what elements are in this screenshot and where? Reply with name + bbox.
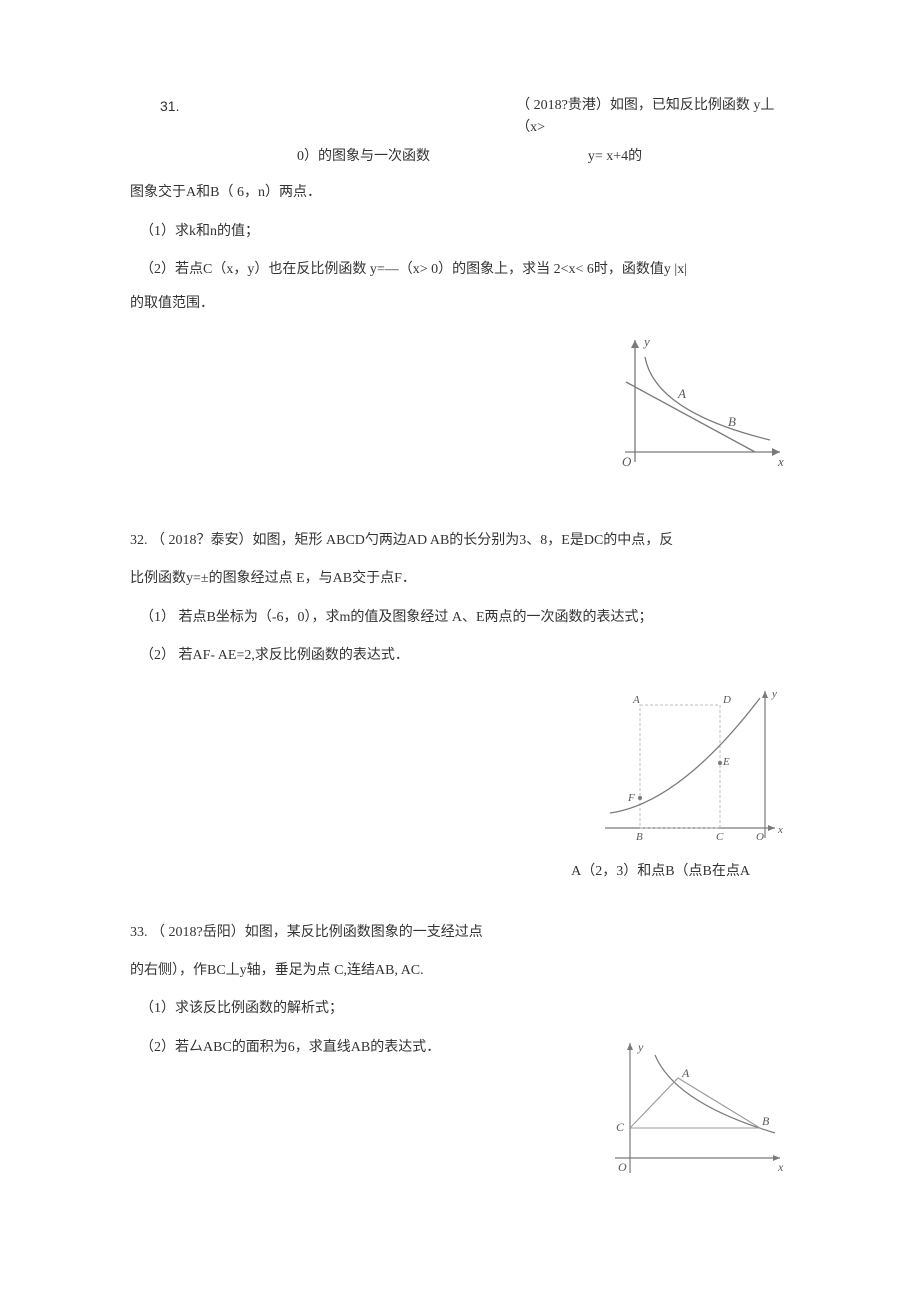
point-B-label: B: [728, 414, 736, 429]
q31-right-top: （ 2018?贵港）如图，已知反比例函数 y丄（x>: [516, 95, 790, 140]
label-B: B: [762, 1114, 770, 1128]
q32-figure: A D E F B C O x y: [600, 683, 790, 843]
axis-y-label: y: [642, 334, 650, 349]
axis-x-label: x: [777, 454, 784, 469]
label-C: C: [616, 1120, 625, 1134]
label-A: A: [681, 1066, 690, 1080]
document-page: 31. （ 2018?贵港）如图，已知反比例函数 y丄（x> 0）的图象与一次函…: [0, 0, 920, 1303]
label-y: y: [637, 1040, 644, 1054]
label-F: F: [627, 792, 635, 804]
q31-header-row: 31. （ 2018?贵港）如图，已知反比例函数 y丄（x>: [130, 95, 790, 140]
q31-line2: 图象交于A和B（ 6，n）两点．: [130, 182, 790, 204]
label-D: D: [722, 694, 731, 706]
q31-figure-wrap: y x O A B: [130, 332, 790, 472]
label-A: A: [632, 694, 640, 706]
q32-line2: 比例函数y=±的图象经过点 E，与AB交于点F．: [130, 568, 790, 590]
q31-right-sub: y= x+4的: [440, 146, 790, 168]
q33-part1: （1）求该反比例函数的解析式；: [130, 998, 790, 1020]
q33-line2: 的右侧），作BC丄y轴，垂足为点 C,连结AB, AC.: [130, 960, 790, 982]
label-B: B: [636, 831, 643, 843]
q31-part2a: （2）若点C（x，y）也在反比例函数 y=—（x> 0）的图象上，求当 2<x<…: [130, 259, 790, 281]
label-x: x: [777, 824, 783, 836]
label-E: E: [722, 756, 730, 768]
q31-header-row2: 0）的图象与一次函数 y= x+4的: [130, 146, 790, 168]
q32-caption: A（2，3）和点B（点B在点A: [130, 861, 790, 883]
q32-part1: （1） 若点B坐标为（-6，0），求m的值及图象经过 A、E两点的一次函数的表达…: [130, 607, 790, 629]
origin-label: O: [622, 454, 632, 469]
point-A-label: A: [677, 386, 686, 401]
q33-figure: y x O A B C: [600, 1033, 790, 1183]
spacer: [130, 490, 790, 530]
q32-line1: 32. （ 2018？泰安）如图，矩形 ABCD勺两边AD AB的长分别为3、8…: [130, 530, 790, 552]
label-y: y: [771, 688, 777, 700]
q32-figure-wrap: A D E F B C O x y: [130, 683, 790, 843]
q31-figure: y x O A B: [600, 332, 790, 472]
q31-part2b: 的取值范围．: [130, 293, 790, 315]
spacer: [130, 898, 790, 922]
q32-part2: （2） 若AF- AE=2,求反比例函数的表达式．: [130, 645, 790, 667]
label-C: C: [716, 831, 724, 843]
q31-part1: （1）求k和n的值；: [130, 221, 790, 243]
q31-number: 31.: [130, 95, 218, 117]
q31-mid-top: 0）的图象与一次函数: [130, 146, 440, 168]
label-O: O: [756, 831, 764, 843]
label-x: x: [777, 1160, 784, 1174]
q33-line1: 33. （ 2018?岳阳）如图，某反比例函数图象的一支经过点: [130, 922, 790, 944]
label-O: O: [618, 1160, 627, 1174]
